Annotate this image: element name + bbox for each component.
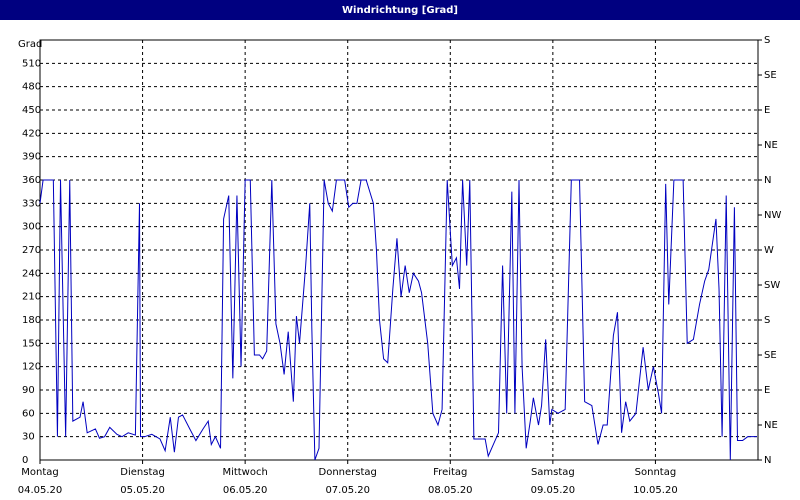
y-tick-label: 300 [22, 222, 41, 233]
plot-frame [39, 39, 759, 461]
y2-tick-label: NE [764, 420, 778, 431]
y-tick-label: 390 [22, 152, 41, 163]
y-tick-label: 510 [22, 58, 41, 69]
x-tick-label: Samstag [531, 467, 575, 478]
data-line [39, 179, 757, 461]
y2-tick-label: S [764, 35, 770, 46]
y2-tick-label: N [764, 455, 771, 466]
y2-tick-label: SE [764, 70, 777, 81]
y-tick-label: 360 [22, 175, 41, 186]
y-tick-label: 330 [22, 198, 41, 209]
y-tick-label: 240 [22, 268, 41, 279]
x-tick-date: 07.05.20 [325, 485, 370, 496]
x-tick-date: 09.05.20 [531, 485, 576, 496]
y-tick-label: 420 [22, 128, 41, 139]
y-axis-label: Grad [18, 39, 42, 50]
y-tick-label: 90 [22, 385, 35, 396]
y-tick-label: 450 [22, 105, 41, 116]
y-tick-label: 120 [22, 362, 41, 373]
x-tick-date: 04.05.20 [18, 485, 63, 496]
y2-tick-label: N [764, 175, 771, 186]
x-tick-label: Mittwoch [222, 467, 267, 478]
y2-tick-label: E [764, 105, 770, 116]
title-bar [0, 0, 800, 20]
y-tick-label: 270 [22, 245, 41, 256]
y-tick-label: 60 [22, 408, 35, 419]
x-tick-label: Donnerstag [319, 467, 377, 478]
x-tick-date: 10.05.20 [633, 485, 678, 496]
x-tick-date: 05.05.20 [120, 485, 165, 496]
y-tick-label: 210 [22, 292, 41, 303]
y2-tick-label: NE [764, 140, 778, 151]
y2-tick-label: W [764, 245, 774, 256]
chart-title: Windrichtung [Grad] [342, 5, 458, 16]
y-tick-label: 30 [22, 432, 35, 443]
y2-tick-label: S [764, 315, 770, 326]
y2-tick-label: SE [764, 350, 777, 361]
x-tick-label: Freitag [433, 467, 467, 478]
y2-tick-label: E [764, 385, 770, 396]
x-tick-date: 08.05.20 [428, 485, 473, 496]
x-tick-label: Dienstag [120, 467, 165, 478]
y-tick-label: 0 [22, 455, 28, 466]
x-tick-date: 06.05.20 [223, 485, 268, 496]
x-tick-label: Montag [21, 467, 58, 478]
y2-tick-label: NW [764, 210, 781, 221]
y-tick-label: 180 [22, 315, 41, 326]
x-tick-label: Sonntag [635, 467, 677, 478]
y-tick-label: 150 [22, 338, 41, 349]
y-tick-label: 480 [22, 82, 41, 93]
y2-tick-label: SW [764, 280, 780, 291]
